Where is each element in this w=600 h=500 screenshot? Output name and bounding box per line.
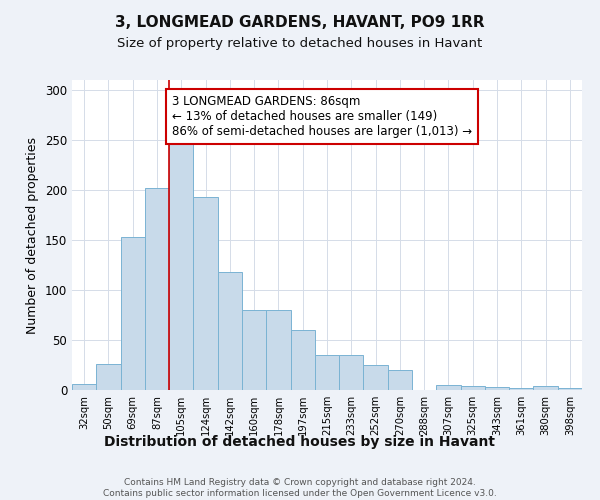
Bar bbox=[533, 386, 558, 390]
Bar bbox=[145, 188, 169, 390]
Bar bbox=[266, 310, 290, 390]
Bar bbox=[193, 197, 218, 390]
Text: Distribution of detached houses by size in Havant: Distribution of detached houses by size … bbox=[104, 435, 496, 449]
Text: Contains HM Land Registry data © Crown copyright and database right 2024.
Contai: Contains HM Land Registry data © Crown c… bbox=[103, 478, 497, 498]
Bar bbox=[364, 365, 388, 390]
Bar bbox=[388, 370, 412, 390]
Bar bbox=[485, 387, 509, 390]
Bar bbox=[169, 140, 193, 390]
Bar bbox=[242, 310, 266, 390]
Bar bbox=[461, 386, 485, 390]
Bar bbox=[558, 388, 582, 390]
Bar bbox=[121, 237, 145, 390]
Bar bbox=[72, 384, 96, 390]
Bar bbox=[509, 388, 533, 390]
Text: 3 LONGMEAD GARDENS: 86sqm
← 13% of detached houses are smaller (149)
86% of semi: 3 LONGMEAD GARDENS: 86sqm ← 13% of detac… bbox=[172, 95, 472, 138]
Bar bbox=[436, 385, 461, 390]
Text: 3, LONGMEAD GARDENS, HAVANT, PO9 1RR: 3, LONGMEAD GARDENS, HAVANT, PO9 1RR bbox=[115, 15, 485, 30]
Y-axis label: Number of detached properties: Number of detached properties bbox=[26, 136, 40, 334]
Bar bbox=[315, 355, 339, 390]
Bar bbox=[96, 364, 121, 390]
Bar bbox=[218, 272, 242, 390]
Bar bbox=[290, 330, 315, 390]
Text: Size of property relative to detached houses in Havant: Size of property relative to detached ho… bbox=[118, 38, 482, 51]
Bar bbox=[339, 355, 364, 390]
